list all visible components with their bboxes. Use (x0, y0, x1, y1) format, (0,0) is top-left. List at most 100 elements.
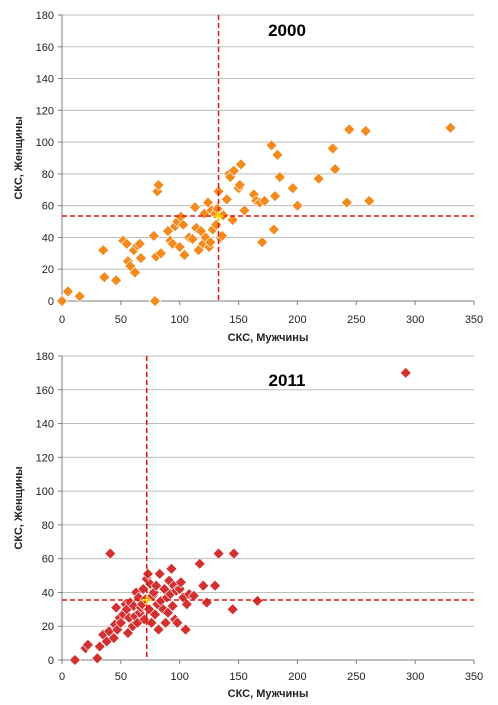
data-point (97, 244, 110, 257)
chart-title: 2011 (269, 371, 306, 390)
data-point (267, 223, 280, 236)
data-point (98, 271, 111, 284)
y-tick-label: 20 (42, 621, 54, 633)
y-tick-label: 180 (36, 10, 54, 22)
data-point (177, 218, 190, 231)
data-point (235, 158, 247, 171)
x-tick-label: 250 (347, 314, 365, 326)
data-point (165, 562, 178, 575)
y-tick-label: 100 (36, 137, 54, 149)
data-point (209, 579, 221, 592)
y-tick-label: 180 (36, 351, 54, 363)
data-point (212, 547, 225, 560)
data-point (61, 285, 74, 298)
x-tick-label: 300 (406, 314, 424, 326)
data-point (326, 142, 339, 155)
x-tick-label: 150 (229, 314, 247, 326)
data-point (159, 616, 172, 629)
data-point (150, 579, 163, 592)
data-point (291, 199, 304, 212)
data-point (204, 236, 217, 249)
data-point (251, 594, 264, 607)
y-tick-label: 80 (42, 169, 54, 181)
data-point (186, 233, 199, 245)
x-tick-label: 350 (465, 671, 483, 683)
data-point (340, 196, 353, 209)
x-tick-label: 100 (171, 671, 189, 683)
data-point (271, 148, 284, 161)
y-tick-label: 60 (42, 554, 54, 566)
data-point (145, 616, 158, 629)
data-point (107, 632, 120, 644)
data-point (399, 366, 412, 379)
data-point (149, 608, 161, 621)
y-tick-label: 40 (42, 587, 54, 599)
data-point (227, 547, 240, 560)
data-point (151, 185, 164, 198)
data-point (359, 125, 372, 137)
data-point (329, 163, 342, 176)
data-point (110, 274, 123, 287)
y-tick-label: 80 (42, 520, 54, 532)
y-tick-label: 40 (42, 232, 54, 244)
y-tick-label: 0 (48, 296, 54, 308)
y-axis-title: СКС, Женщины (13, 116, 25, 199)
data-point (171, 616, 184, 629)
data-point (93, 640, 106, 653)
x-axis-title: СКС, Мужчины (228, 688, 309, 700)
data-point (162, 606, 174, 619)
x-tick-label: 50 (115, 671, 127, 683)
data-point (178, 248, 191, 261)
data-point (110, 601, 123, 614)
data-point (121, 627, 134, 639)
data-point (73, 290, 86, 303)
data-point (56, 295, 68, 307)
data-point (166, 600, 179, 612)
data-point (120, 237, 133, 250)
data-point (193, 557, 206, 570)
data-point (153, 567, 166, 580)
data-point (187, 589, 200, 602)
x-tick-label: 250 (347, 671, 365, 683)
y-tick-label: 160 (36, 385, 54, 397)
y-tick-label: 60 (42, 201, 54, 213)
data-point (197, 579, 210, 592)
data-point (133, 237, 146, 250)
data-point (162, 225, 174, 238)
data-point (200, 596, 213, 609)
y-axis-title: СКС, Женщины (13, 466, 25, 549)
data-point (363, 194, 376, 207)
data-point (273, 171, 286, 183)
y-tick-label: 0 (48, 655, 54, 667)
x-tick-label: 300 (406, 671, 424, 683)
data-point (180, 598, 193, 611)
x-tick-label: 200 (288, 671, 306, 683)
data-point (256, 236, 269, 249)
data-point (312, 172, 325, 185)
data-point (211, 202, 224, 215)
x-tick-label: 0 (59, 314, 65, 326)
data-point (286, 182, 299, 195)
x-tick-label: 100 (171, 314, 189, 326)
chart-title: 2000 (268, 21, 306, 40)
data-point (269, 190, 281, 203)
data-point (154, 247, 167, 260)
x-axis-title: СКС, Мужчины (228, 332, 309, 344)
data-point (142, 567, 154, 580)
data-point (129, 266, 141, 279)
data-point (173, 241, 186, 253)
data-point (227, 164, 240, 177)
data-point (226, 603, 239, 616)
data-point (134, 252, 147, 265)
data-point (202, 196, 214, 209)
data-point (226, 214, 239, 226)
data-point (265, 139, 278, 152)
data-point (189, 201, 201, 214)
data-point (343, 123, 356, 136)
data-point (238, 204, 251, 217)
x-tick-label: 50 (115, 314, 127, 326)
data-point (233, 179, 246, 191)
chart-panel-2011: 0 20 40 60 80 100 120 140 160 180 0 50 100 150 200 250 3… (13, 351, 483, 700)
y-tick-label: 140 (36, 419, 54, 431)
